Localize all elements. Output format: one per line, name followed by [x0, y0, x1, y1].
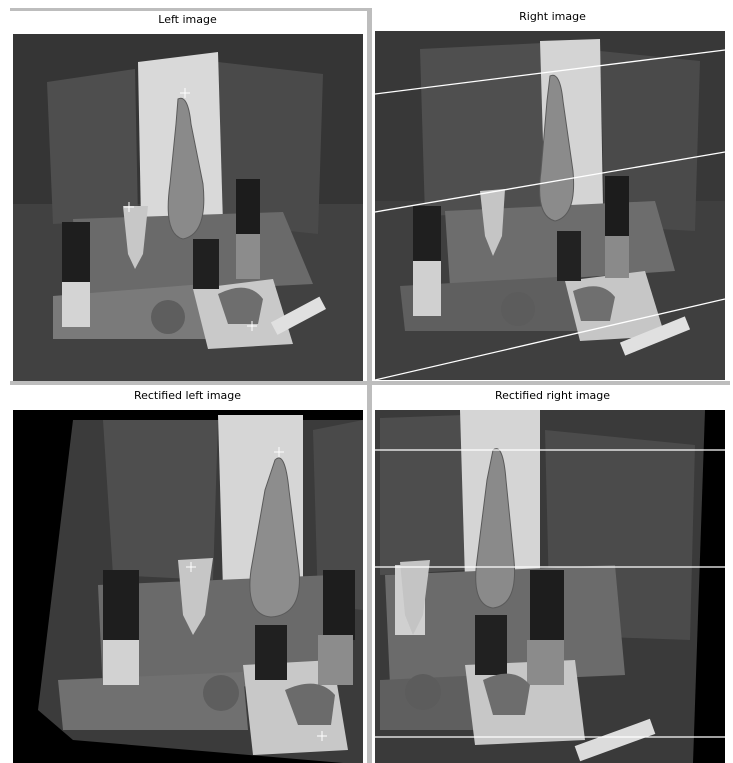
title-rectified-right-image: Rectified right image	[494, 389, 611, 402]
rectified-left-image	[13, 410, 363, 763]
top-left-frame-top	[10, 8, 371, 11]
vertical-separator	[367, 8, 372, 763]
title-left-image: Left image	[158, 13, 217, 26]
title-rectified-left-image: Rectified left image	[133, 389, 242, 402]
rectified-right-image	[375, 410, 725, 763]
title-right-image: Right image	[519, 10, 586, 23]
right-image	[375, 31, 725, 380]
horizontal-separator	[10, 381, 730, 385]
left-image	[13, 34, 363, 381]
